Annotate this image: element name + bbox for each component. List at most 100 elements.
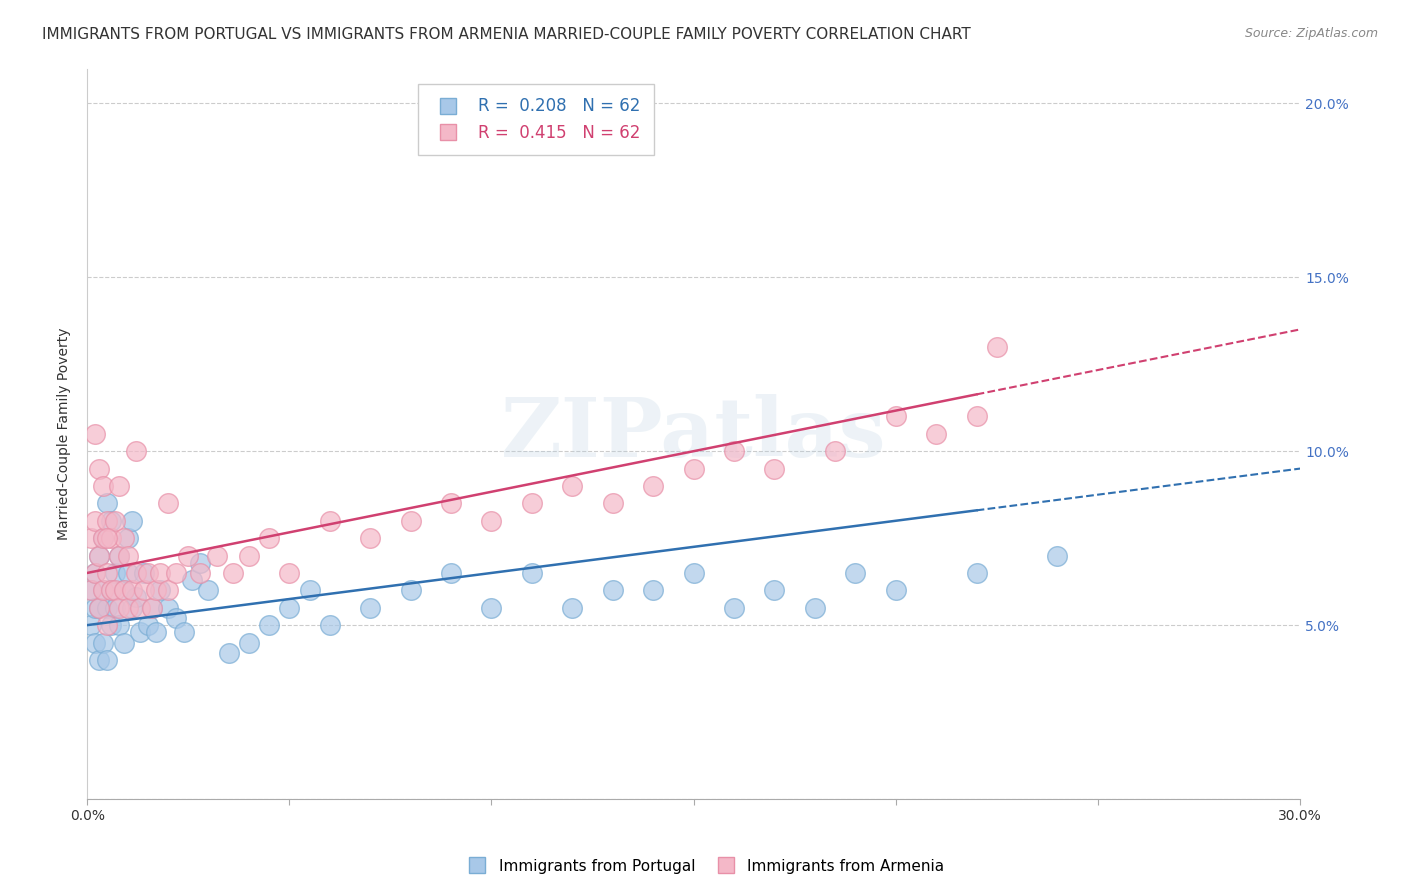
Point [298, 583, 321, 598]
Point [89, 549, 111, 563]
Point [100, 514, 122, 528]
Point [966, 409, 988, 424]
Point [108, 549, 131, 563]
Point [723, 444, 745, 458]
Point [561, 600, 583, 615]
Point [145, 583, 167, 598]
Point [986, 340, 1008, 354]
Point [181, 573, 204, 587]
Point [91, 583, 114, 598]
Point [804, 600, 827, 615]
Point [602, 496, 624, 510]
Point [84, 514, 107, 528]
Point [91, 635, 114, 649]
Point [440, 566, 463, 580]
Point [197, 583, 219, 598]
Point [190, 566, 212, 580]
Point [100, 618, 122, 632]
Legend: Immigrants from Portugal, Immigrants from Armenia: Immigrants from Portugal, Immigrants fro… [456, 853, 950, 880]
Point [89, 461, 111, 475]
Point [80, 618, 103, 632]
Point [966, 566, 988, 580]
Point [121, 514, 143, 528]
Point [205, 549, 228, 563]
Point [238, 635, 260, 649]
Point [121, 600, 143, 615]
Point [399, 583, 422, 598]
Point [124, 444, 146, 458]
Point [520, 496, 543, 510]
Point [80, 531, 103, 545]
Point [218, 646, 240, 660]
Point [238, 549, 260, 563]
Point [89, 653, 111, 667]
Point [440, 496, 463, 510]
Point [100, 583, 122, 598]
Point [112, 531, 135, 545]
Point [149, 583, 172, 598]
Point [117, 531, 139, 545]
Point [136, 566, 159, 580]
Text: IMMIGRANTS FROM PORTUGAL VS IMMIGRANTS FROM ARMENIA MARRIED-COUPLE FAMILY POVERT: IMMIGRANTS FROM PORTUGAL VS IMMIGRANTS F… [42, 27, 972, 42]
Point [124, 566, 146, 580]
Point [481, 514, 503, 528]
Y-axis label: Married-Couple Family Poverty: Married-Couple Family Poverty [58, 327, 72, 540]
Point [117, 549, 139, 563]
Point [177, 549, 200, 563]
Point [96, 653, 118, 667]
Point [117, 600, 139, 615]
Point [104, 583, 127, 598]
Point [91, 479, 114, 493]
Point [96, 566, 118, 580]
Point [481, 600, 503, 615]
Point [257, 531, 280, 545]
Point [108, 479, 131, 493]
Text: Source: ZipAtlas.com: Source: ZipAtlas.com [1244, 27, 1378, 40]
Point [124, 591, 146, 605]
Point [104, 566, 127, 580]
Point [278, 600, 301, 615]
Point [763, 461, 786, 475]
Point [100, 583, 122, 598]
Point [278, 566, 301, 580]
Point [136, 618, 159, 632]
Point [165, 566, 187, 580]
Point [884, 583, 907, 598]
Point [112, 583, 135, 598]
Point [96, 618, 118, 632]
Point [112, 583, 135, 598]
Point [222, 566, 245, 580]
Point [884, 409, 907, 424]
Point [96, 600, 118, 615]
Point [844, 566, 866, 580]
Point [91, 531, 114, 545]
Point [643, 479, 665, 493]
Point [319, 514, 342, 528]
Point [145, 625, 167, 640]
Point [104, 514, 127, 528]
Point [132, 583, 155, 598]
Point [84, 600, 107, 615]
Point [132, 566, 155, 580]
Point [108, 618, 131, 632]
Point [128, 600, 150, 615]
Point [682, 461, 704, 475]
Point [89, 600, 111, 615]
Point [84, 566, 107, 580]
Point [173, 625, 195, 640]
Point [84, 635, 107, 649]
Point [561, 479, 583, 493]
Point [80, 583, 103, 598]
Point [925, 426, 948, 441]
Point [643, 583, 665, 598]
Point [91, 531, 114, 545]
Point [80, 583, 103, 598]
Point [84, 566, 107, 580]
Point [319, 618, 342, 632]
Point [121, 583, 143, 598]
Point [399, 514, 422, 528]
Point [1046, 549, 1069, 563]
Point [96, 496, 118, 510]
Point [156, 496, 179, 510]
Point [96, 531, 118, 545]
